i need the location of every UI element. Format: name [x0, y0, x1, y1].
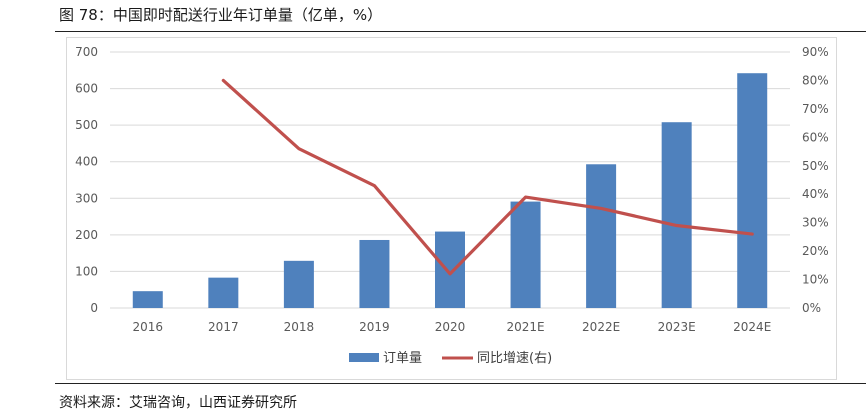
x-tick-label: 2020 — [435, 320, 466, 334]
y-left-tick-label: 100 — [75, 264, 98, 278]
x-tick-label: 2021E — [506, 320, 544, 334]
legend-swatch-bar — [349, 353, 379, 362]
y-left-tick-label: 300 — [75, 191, 98, 205]
y-left-tick-label: 600 — [75, 82, 98, 96]
right-axis-ticks: 0% 10% 20% 30% 40% 50% 60% 70% 80% 90% — [802, 45, 829, 315]
top-rule — [55, 31, 866, 32]
y-right-tick-label: 70% — [802, 102, 829, 116]
y-right-tick-label: 10% — [802, 273, 829, 287]
x-tick-label: 2018 — [284, 320, 315, 334]
bar — [208, 277, 239, 308]
y-right-tick-label: 20% — [802, 244, 829, 258]
x-tick-label: 2024E — [733, 320, 771, 334]
y-right-tick-label: 80% — [802, 73, 829, 87]
x-tick-label: 2016 — [133, 320, 164, 334]
bar — [586, 164, 617, 308]
y-left-tick-label: 400 — [75, 155, 98, 169]
bottom-rule — [55, 383, 866, 384]
y-right-tick-label: 50% — [802, 159, 829, 173]
bar — [435, 231, 465, 308]
y-left-tick-label: 200 — [75, 228, 98, 242]
bar-series — [132, 73, 768, 309]
line-series — [221, 78, 754, 276]
y-right-tick-label: 0% — [802, 301, 821, 315]
legend-label-bar: 订单量 — [383, 351, 422, 366]
x-tick-label: 2017 — [208, 320, 239, 334]
y-right-tick-label: 60% — [802, 130, 829, 144]
y-right-tick-label: 40% — [802, 187, 829, 201]
x-tick-label: 2019 — [359, 320, 390, 334]
bar — [359, 239, 390, 308]
x-tick-label: 2023E — [658, 320, 696, 334]
x-tick-label: 2022E — [582, 320, 620, 334]
legend: 订单量 同比增速(右) — [349, 351, 552, 366]
y-right-tick-label: 90% — [802, 45, 829, 59]
growth-line — [221, 78, 754, 276]
chart-frame — [66, 37, 837, 380]
source-note: 资料来源：艾瑞咨询，山西证券研究所 — [59, 395, 297, 411]
bar — [283, 260, 314, 308]
legend-label-line: 同比增速(右) — [477, 351, 552, 366]
y-left-tick-label: 700 — [75, 45, 98, 59]
bar — [510, 201, 541, 308]
bar — [661, 122, 692, 309]
bar — [737, 73, 768, 308]
figure-title: 图 78：中国即时配送行业年订单量（亿单，%） — [59, 6, 383, 24]
y-right-tick-label: 30% — [802, 216, 829, 230]
x-axis-ticks: 2016 2017 2018 2019 2020 2021E 2022E 2023E 2024E — [133, 320, 772, 334]
y-left-tick-label: 500 — [75, 118, 98, 132]
left-axis-ticks: 0 100 200 300 400 500 600 700 — [75, 45, 98, 315]
bar — [132, 291, 163, 308]
y-left-tick-label: 0 — [90, 301, 98, 315]
